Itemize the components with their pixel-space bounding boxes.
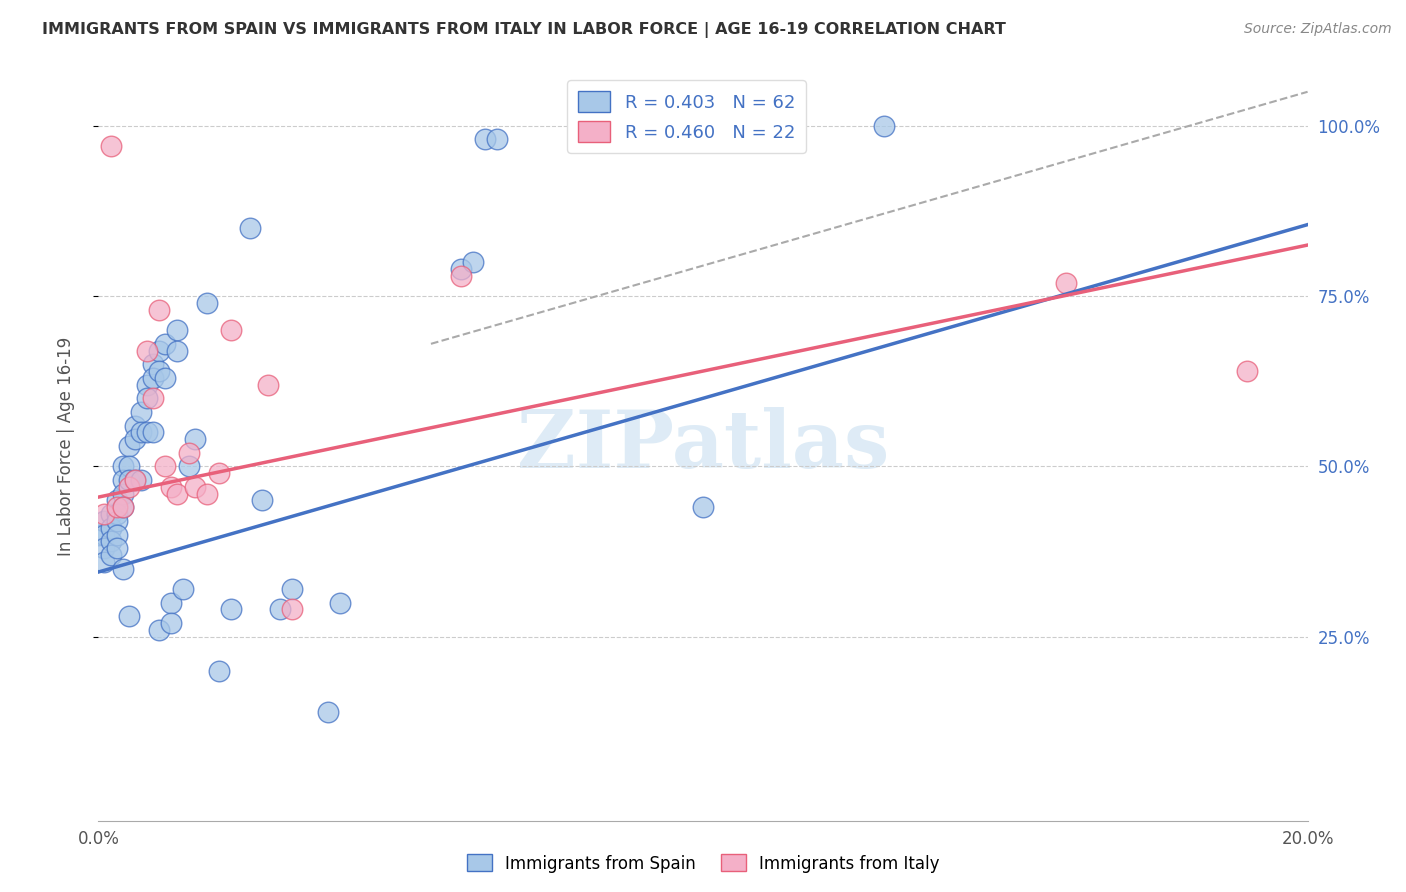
Point — [111, 561, 134, 575]
Point — [148, 364, 170, 378]
Legend: Immigrants from Spain, Immigrants from Italy: Immigrants from Spain, Immigrants from I… — [460, 847, 946, 880]
Point — [93, 507, 115, 521]
Point — [148, 343, 170, 358]
Point — [486, 132, 509, 146]
Point — [142, 371, 165, 385]
Point — [124, 473, 146, 487]
Point — [153, 459, 176, 474]
Point — [166, 323, 188, 337]
Text: IMMIGRANTS FROM SPAIN VS IMMIGRANTS FROM ITALY IN LABOR FORCE | AGE 16-19 CORREL: IMMIGRANTS FROM SPAIN VS IMMIGRANTS FROM… — [42, 22, 1007, 38]
Point — [692, 500, 714, 515]
Point — [450, 268, 472, 283]
Point — [160, 616, 183, 631]
Point — [208, 664, 231, 678]
Point — [184, 432, 207, 446]
Point — [316, 705, 339, 719]
Point — [100, 521, 122, 535]
Point — [135, 425, 157, 440]
Point — [105, 493, 128, 508]
Y-axis label: In Labor Force | Age 16-19: In Labor Force | Age 16-19 — [56, 336, 75, 556]
Point — [124, 432, 146, 446]
Point — [124, 418, 146, 433]
Text: ZIPatlas: ZIPatlas — [517, 407, 889, 485]
Point — [873, 119, 896, 133]
Point — [129, 425, 152, 440]
Point — [142, 425, 165, 440]
Point — [124, 473, 146, 487]
Point — [100, 548, 122, 562]
Point — [221, 323, 243, 337]
Point — [105, 507, 128, 521]
Point — [118, 480, 141, 494]
Point — [474, 132, 496, 146]
Point — [93, 555, 115, 569]
Point — [1054, 276, 1077, 290]
Point — [142, 392, 165, 406]
Point — [129, 405, 152, 419]
Point — [129, 473, 152, 487]
Point — [118, 473, 141, 487]
Point — [100, 534, 122, 549]
Point — [195, 486, 218, 500]
Point — [184, 480, 207, 494]
Point — [179, 446, 201, 460]
Point — [329, 596, 352, 610]
Point — [463, 255, 485, 269]
Point — [135, 343, 157, 358]
Point — [100, 507, 122, 521]
Point — [148, 623, 170, 637]
Point — [153, 336, 176, 351]
Point — [87, 527, 110, 541]
Point — [93, 514, 115, 528]
Point — [111, 459, 134, 474]
Point — [111, 500, 134, 515]
Point — [239, 221, 262, 235]
Point — [221, 602, 243, 616]
Point — [1236, 364, 1258, 378]
Point — [111, 486, 134, 500]
Point — [179, 459, 201, 474]
Text: Source: ZipAtlas.com: Source: ZipAtlas.com — [1244, 22, 1392, 37]
Point — [93, 527, 115, 541]
Point — [269, 602, 291, 616]
Point — [135, 392, 157, 406]
Point — [105, 541, 128, 556]
Point — [281, 582, 304, 596]
Legend: R = 0.403   N = 62, R = 0.460   N = 22: R = 0.403 N = 62, R = 0.460 N = 22 — [567, 80, 806, 153]
Point — [166, 343, 188, 358]
Point — [118, 439, 141, 453]
Point — [105, 527, 128, 541]
Point — [100, 139, 122, 153]
Point — [118, 609, 141, 624]
Point — [208, 467, 231, 481]
Point — [93, 541, 115, 556]
Point — [142, 357, 165, 371]
Point — [105, 500, 128, 515]
Point — [172, 582, 194, 596]
Point — [105, 514, 128, 528]
Point — [153, 371, 176, 385]
Point — [148, 302, 170, 317]
Point — [281, 602, 304, 616]
Point — [256, 377, 278, 392]
Point — [160, 480, 183, 494]
Point — [111, 500, 134, 515]
Point — [160, 596, 183, 610]
Point — [195, 296, 218, 310]
Point — [250, 493, 273, 508]
Point — [166, 486, 188, 500]
Point — [111, 473, 134, 487]
Point — [135, 377, 157, 392]
Point — [450, 261, 472, 276]
Point — [118, 459, 141, 474]
